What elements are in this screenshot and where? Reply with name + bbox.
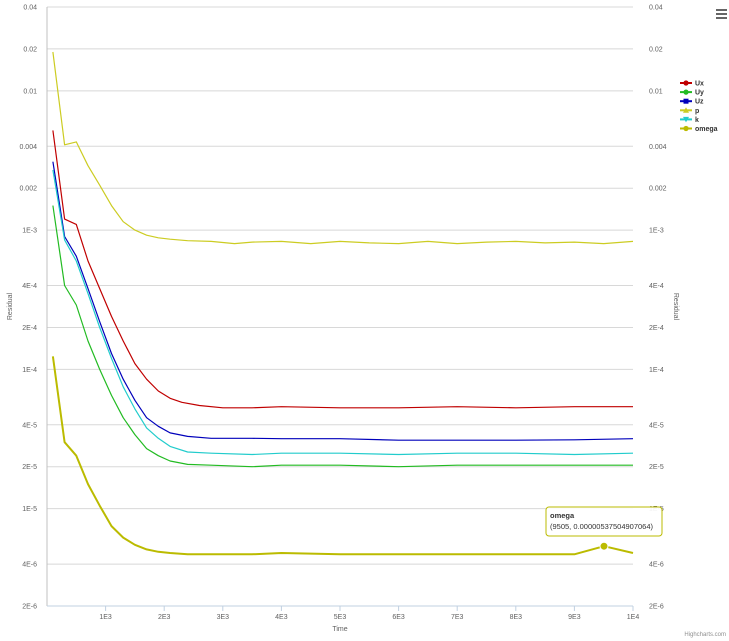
menu-icon[interactable]	[716, 9, 727, 19]
x-tick-label: 3E3	[217, 614, 230, 621]
y-tick-label-left: 1E-3	[22, 228, 37, 235]
x-tick-label: 8E3	[510, 614, 523, 621]
series-line-Uy	[52, 205, 633, 468]
y-tick-label-right: 1E-3	[649, 228, 664, 235]
y-tick-label-right: 0.02	[649, 46, 663, 53]
x-tick-label: 2E3	[158, 614, 171, 621]
y-tick-label-left: 4E-5	[22, 422, 37, 429]
y-tick-label-left: 0.02	[23, 46, 37, 53]
series-line-Ux	[52, 130, 633, 409]
tooltip-point-marker	[599, 541, 609, 551]
x-tick-label: 6E3	[392, 614, 405, 621]
y-tick-label-left: 4E-4	[22, 283, 37, 290]
x-tick-label: 1E3	[99, 614, 112, 621]
series-line-omega	[51, 356, 634, 556]
legend-item-Ux[interactable]: Ux	[680, 80, 704, 88]
credit[interactable]: Highcharts.com	[684, 632, 726, 638]
y-tick-label-right: 2E-4	[649, 325, 664, 332]
series-line-p	[52, 51, 634, 245]
y-tick-label-left: 0.04	[23, 5, 37, 12]
legend-marker	[683, 125, 689, 132]
legend-item-p[interactable]: p	[680, 107, 699, 115]
legend-label: p	[695, 108, 699, 115]
axes: 2E-62E-64E-64E-61E-51E-52E-52E-54E-54E-5…	[7, 5, 679, 634]
x-tick-label: 7E3	[451, 614, 464, 621]
y-tick-label-left: 2E-4	[22, 325, 37, 332]
x-tick-label: 5E3	[334, 614, 347, 621]
y-tick-label-right: 4E-5	[649, 422, 664, 429]
x-tick-label: 9E3	[568, 614, 581, 621]
legend-item-k[interactable]: k	[680, 116, 699, 124]
series-group	[51, 51, 634, 556]
legend-label: Uz	[695, 99, 704, 106]
legend-item-Uz[interactable]: Uz	[680, 98, 704, 106]
y-axis-title-right: Residual	[672, 293, 679, 321]
y-tick-label-left: 1E-4	[22, 367, 37, 374]
tooltip-series-name: omega	[550, 511, 575, 520]
y-tick-label-right: 4E-6	[649, 562, 664, 569]
y-tick-label-left: 0.002	[19, 186, 37, 193]
y-tick-label-right: 0.01	[649, 88, 663, 95]
legend[interactable]: Ux Uy Uz pk omega	[680, 80, 718, 133]
legend-marker	[683, 98, 689, 104]
y-tick-label-right: 1E-4	[649, 367, 664, 374]
series-line-k	[52, 169, 634, 456]
tooltip-box	[545, 506, 663, 537]
series-line-Uz	[52, 161, 634, 441]
legend-marker	[683, 116, 689, 123]
y-tick-label-right: 0.04	[649, 5, 663, 12]
tooltip: omega (9505, 0.00000537504907064)	[545, 506, 663, 551]
legend-item-omega[interactable]: omega	[680, 125, 718, 133]
x-tick-label: 4E3	[275, 614, 288, 621]
y-tick-label-right: 2E-5	[649, 464, 664, 471]
y-axis-title-left: Residual	[7, 292, 14, 320]
gridlines	[47, 6, 633, 607]
legend-label: Uy	[695, 90, 704, 97]
tooltip-value: (9505, 0.00000537504907064)	[550, 522, 654, 531]
legend-marker	[683, 80, 689, 86]
x-axis-title: Time	[332, 626, 347, 633]
legend-label: Ux	[695, 81, 704, 88]
legend-label: k	[695, 117, 699, 124]
y-tick-label-left: 2E-6	[22, 604, 37, 611]
legend-label: omega	[695, 126, 718, 133]
y-tick-label-right: 0.004	[649, 144, 667, 151]
y-tick-label-left: 4E-6	[22, 562, 37, 569]
legend-marker	[683, 107, 689, 113]
legend-marker	[683, 89, 689, 95]
y-tick-label-left: 2E-5	[22, 464, 37, 471]
y-tick-label-left: 0.004	[19, 144, 37, 151]
x-tick-label: 1E4	[627, 614, 640, 621]
legend-item-Uy[interactable]: Uy	[680, 89, 704, 97]
y-tick-label-right: 2E-6	[649, 604, 664, 611]
y-tick-label-left: 0.01	[23, 88, 37, 95]
y-tick-label-right: 0.002	[649, 186, 667, 193]
y-tick-label-right: 4E-4	[649, 283, 664, 290]
y-tick-label-left: 1E-5	[22, 506, 37, 513]
